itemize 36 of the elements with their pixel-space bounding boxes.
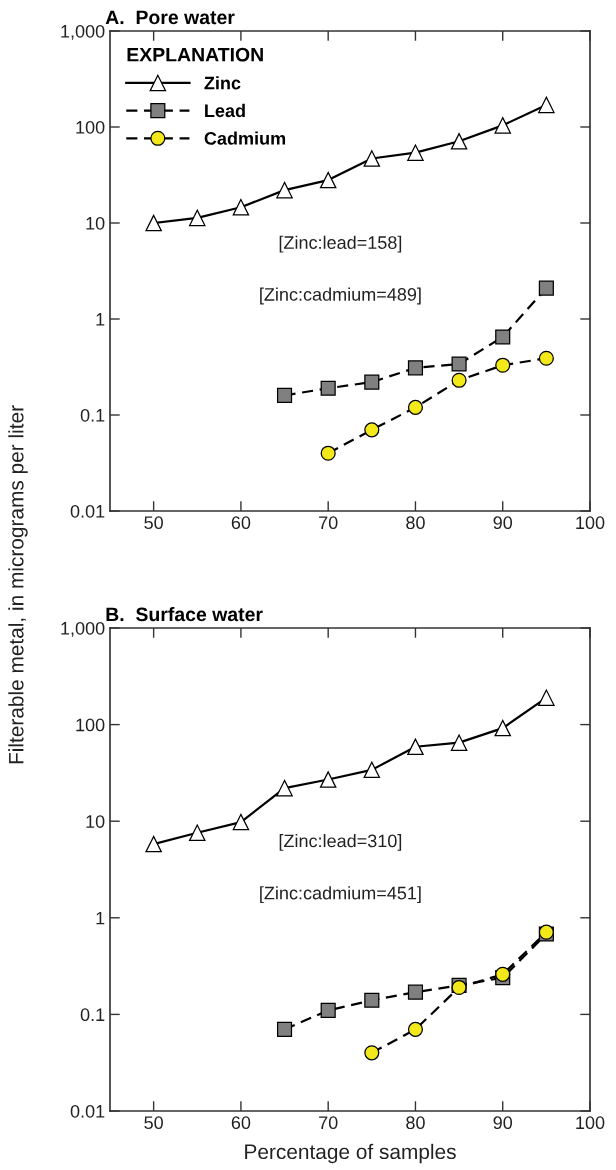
y-tick-label: 10 [86, 216, 105, 230]
y-tick-label: 0.01 [70, 504, 105, 518]
y-tick-label: 1 [96, 911, 105, 925]
annotation: [Zinc:cadmium=489] [260, 287, 421, 305]
y-tick-label: 100 [76, 120, 105, 134]
x-tick-label: 60 [231, 1116, 251, 1130]
x-tick-label: 60 [231, 516, 251, 530]
y-tick-label: 0.1 [80, 1008, 105, 1022]
x-tick-label: 100 [576, 1116, 605, 1130]
annotation: [Zinc:cadmium=451] [260, 886, 421, 904]
x-tick-label: 80 [406, 516, 425, 530]
x-tick-label: 80 [406, 1116, 425, 1130]
y-tick-label: 100 [76, 718, 105, 732]
legend-label: Cadmium [204, 131, 286, 145]
chart-title: A. Pore water [105, 10, 235, 25]
y-axis-title: Filterable metal, in micrograms per liter [8, 405, 28, 764]
legend-label: Lead [205, 103, 245, 118]
x-tick-label: 50 [144, 1116, 163, 1130]
annotation: [Zinc:lead=310] [279, 834, 402, 851]
x-axis-title: Percentage of samples [245, 1143, 456, 1164]
y-tick-label: 10 [86, 815, 105, 828]
legend-label: Zinc [204, 76, 241, 90]
y-tick-label: 0.01 [70, 1104, 105, 1118]
x-tick-label: 90 [493, 1116, 513, 1130]
x-tick-label: 50 [144, 516, 163, 530]
x-tick-label: 70 [319, 1116, 338, 1130]
x-tick-label: 100 [576, 516, 605, 530]
y-tick-label: 0.1 [80, 408, 105, 422]
legend-title: EXPLANATION [127, 47, 263, 62]
y-tick-label: 1,000 [61, 24, 105, 40]
x-tick-label: 90 [493, 516, 513, 530]
chart-title: B. Surface water [106, 606, 263, 622]
annotation: [Zinc:lead=158] [279, 235, 402, 253]
y-tick-label: 1 [96, 313, 105, 326]
y-tick-label: 1,000 [61, 621, 105, 637]
x-tick-label: 70 [319, 516, 338, 530]
